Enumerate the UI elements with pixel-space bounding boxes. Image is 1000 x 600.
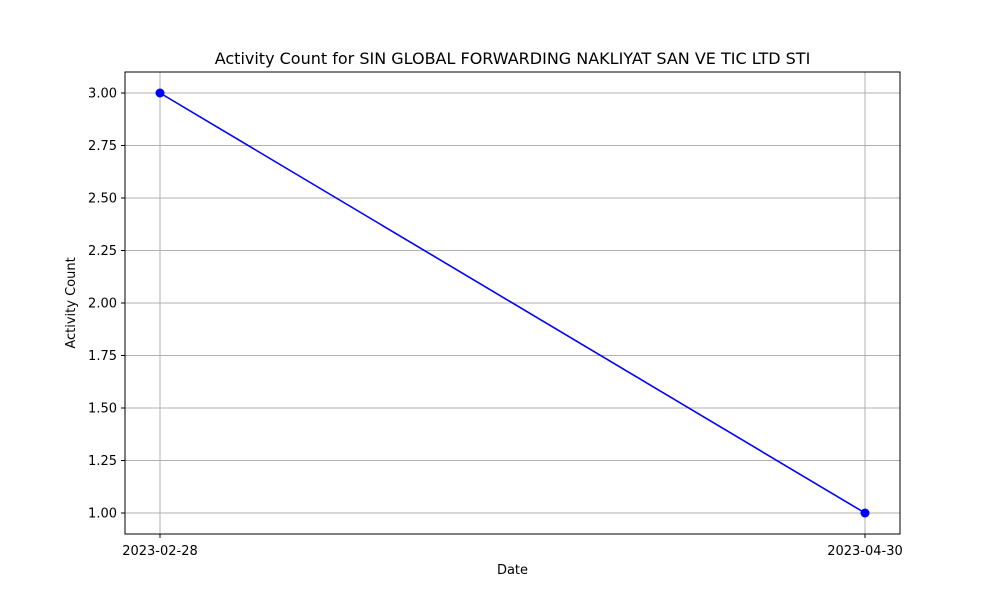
x-tick-label: 2023-04-30 <box>827 544 903 559</box>
y-tick-label: 2.00 <box>88 297 117 312</box>
chart-title: Activity Count for SIN GLOBAL FORWARDING… <box>215 49 811 68</box>
y-axis-ticks: 1.00 1.25 1.50 1.75 2.00 2.25 2.50 2.75 3.00 <box>88 87 125 522</box>
y-tick-label: 2.25 <box>88 244 117 259</box>
data-point <box>155 88 165 98</box>
y-axis-label: Activity Count <box>64 257 79 348</box>
y-tick-label: 1.75 <box>88 349 117 364</box>
y-tick-label: 2.75 <box>88 139 117 154</box>
x-tick-label: 2023-02-28 <box>122 544 198 559</box>
x-axis-ticks: 2023-02-28 2023-04-30 <box>122 534 903 559</box>
y-tick-label: 3.00 <box>88 87 117 102</box>
series-line <box>159 92 866 514</box>
y-tick-label: 1.25 <box>88 454 117 469</box>
y-tick-label: 1.50 <box>88 402 117 417</box>
y-tick-label: 1.00 <box>88 507 117 522</box>
series <box>155 88 870 518</box>
data-point <box>860 508 870 518</box>
x-axis-label: Date <box>497 563 528 578</box>
y-tick-label: 2.50 <box>88 192 117 207</box>
